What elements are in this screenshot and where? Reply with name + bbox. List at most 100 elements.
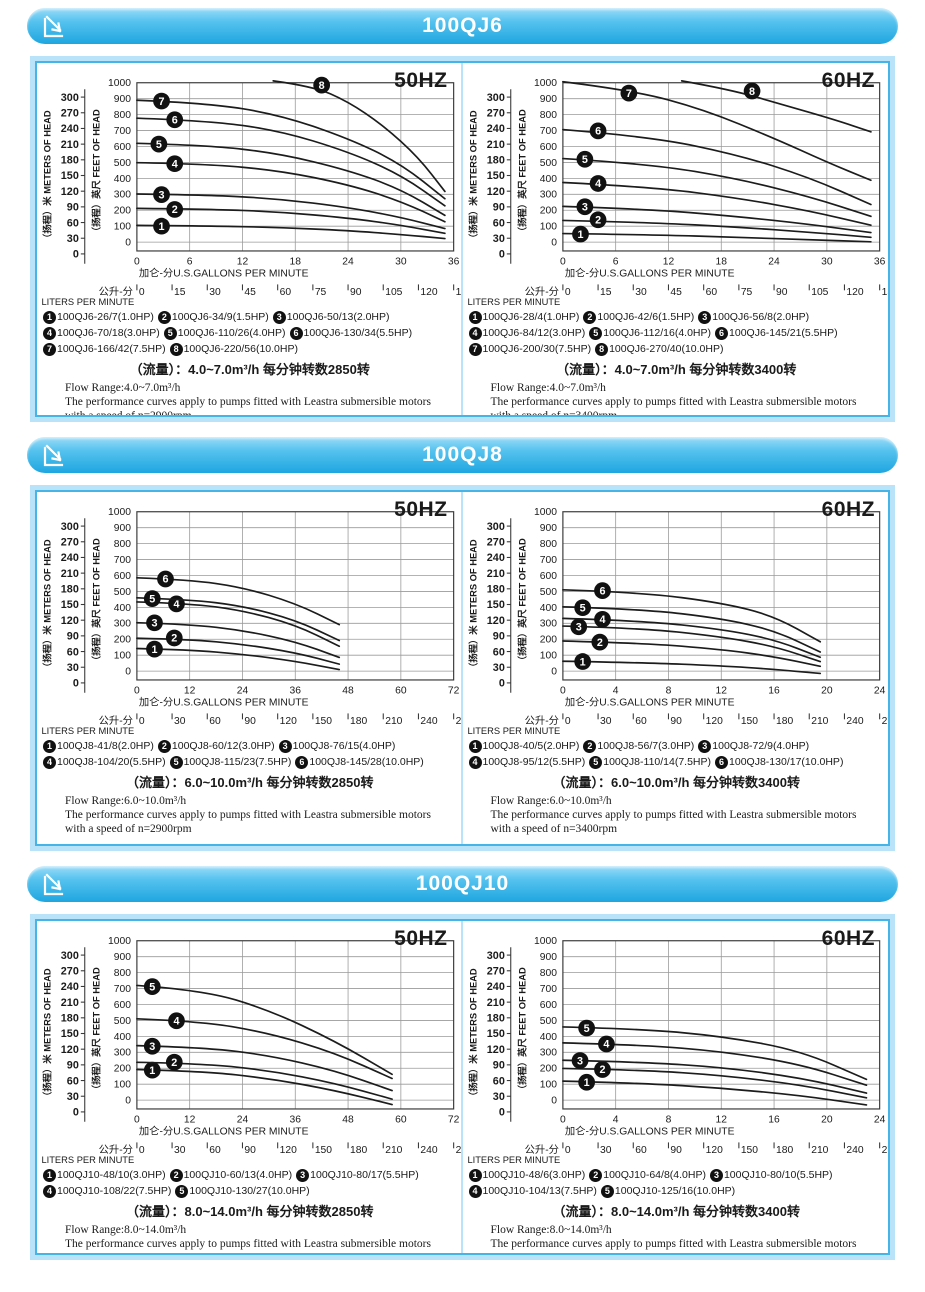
svg-text:4: 4 <box>172 158 178 170</box>
svg-text:210: 210 <box>385 1145 402 1156</box>
svg-text:（扬程）米 METERS OF HEAD: （扬程）米 METERS OF HEAD <box>467 539 478 672</box>
svg-text:1: 1 <box>149 1065 155 1077</box>
svg-text:1: 1 <box>577 229 583 241</box>
svg-text:270: 270 <box>61 966 79 978</box>
svg-text:0: 0 <box>134 1115 140 1126</box>
legend-item: 1 100QJ6-28/4(1.0HP) <box>468 310 579 324</box>
svg-text:（扬程）英尺 FEET OF HEAD: （扬程）英尺 FEET OF HEAD <box>516 109 527 236</box>
svg-text:400: 400 <box>114 603 131 614</box>
legend-item: 5 100QJ8-115/23(7.5HP) <box>169 755 291 769</box>
svg-text:公升-分: 公升-分 <box>99 715 133 727</box>
legend-item: 2 100QJ6-34/9(1.5HP) <box>157 310 269 324</box>
svg-text:30: 30 <box>67 1091 79 1103</box>
panel-100qj10-60hz: 60HZ 0 100 200 300 400 500 600 700 800 900 1000 0 30… <box>463 921 888 1253</box>
frequency-label: 60HZ <box>821 927 875 950</box>
performance-chart-100qj8-60hz: 0 100 200 300 400 500 600 700 800 900 1000 0 30 60 90 1… <box>465 496 888 738</box>
footer-note: Flow Range:8.0~14.0m³/h The performance … <box>491 1223 883 1253</box>
svg-text:0: 0 <box>125 1096 131 1107</box>
svg-text:45: 45 <box>670 287 682 298</box>
svg-text:500: 500 <box>539 158 556 169</box>
legend-item: 7 100QJ6-166/42(7.5HP) <box>43 342 166 356</box>
svg-text:20: 20 <box>821 686 833 697</box>
footer-note: Flow Range:4.0~7.0m³/h The performance c… <box>65 381 455 415</box>
performance-chart-100qj6-60hz: 0 100 200 300 400 500 600 700 800 900 1000 0 30 60 90 1… <box>465 67 888 309</box>
pump-model-label: 100QJ6-110/26(4.0HP) <box>177 327 286 339</box>
svg-text:12: 12 <box>237 257 249 268</box>
svg-text:150: 150 <box>315 716 332 727</box>
svg-text:8: 8 <box>665 1115 671 1126</box>
svg-text:300: 300 <box>539 190 556 201</box>
svg-text:210: 210 <box>61 139 79 151</box>
svg-text:900: 900 <box>539 94 556 105</box>
curve-number-badge: 3 <box>272 310 286 324</box>
svg-text:120: 120 <box>486 186 504 198</box>
svg-text:30: 30 <box>209 287 221 298</box>
svg-text:LITERS PER MINUTE: LITERS PER MINUTE <box>467 297 560 307</box>
svg-text:30: 30 <box>67 233 79 245</box>
svg-text:4: 4 <box>603 1039 609 1051</box>
svg-text:5: 5 <box>579 602 585 614</box>
legend-item: 4 100QJ10-108/22(7.5HP) <box>43 1184 171 1198</box>
svg-text:（扬程）米 METERS OF HEAD: （扬程）米 METERS OF HEAD <box>467 968 478 1101</box>
svg-text:（扬程）米 METERS OF HEAD: （扬程）米 METERS OF HEAD <box>41 968 52 1101</box>
svg-text:800: 800 <box>539 110 556 121</box>
flow-range-line: Flow Range:4.0~7.0m³/h <box>490 382 606 394</box>
svg-text:800: 800 <box>114 539 131 550</box>
curve-number-badge: 1 <box>43 739 56 753</box>
svg-text:180: 180 <box>61 1013 79 1025</box>
svg-text:24: 24 <box>342 257 354 268</box>
curve-number-badge: 6 <box>715 755 729 769</box>
svg-text:240: 240 <box>420 716 437 727</box>
curve-number-badge: 4 <box>468 1184 482 1198</box>
svg-text:30: 30 <box>395 257 407 268</box>
svg-text:400: 400 <box>114 174 131 185</box>
pump-model-label: 100QJ6-130/34(5.5HP) <box>303 327 413 339</box>
svg-text:3: 3 <box>581 201 587 213</box>
svg-text:16: 16 <box>768 1115 780 1126</box>
note-line: with a speed of n=2900rpm <box>65 823 192 836</box>
svg-text:200: 200 <box>539 1064 556 1075</box>
svg-text:240: 240 <box>846 716 863 727</box>
svg-text:200: 200 <box>114 635 131 646</box>
svg-text:120: 120 <box>280 1145 297 1156</box>
pump-model-label: 100QJ8-130/17(10.0HP) <box>729 756 844 768</box>
svg-text:1000: 1000 <box>534 78 557 89</box>
svg-text:0: 0 <box>564 716 570 727</box>
legend-item: 6 100QJ6-130/34(5.5HP) <box>289 326 413 340</box>
curve-number-badge: 1 <box>468 739 482 753</box>
note-line: The performance curves apply to pumps fi… <box>65 1238 431 1251</box>
svg-text:0: 0 <box>73 1107 79 1119</box>
pump-model-label: 100QJ6-70/18(3.0HP) <box>57 327 160 339</box>
frequency-label: 50HZ <box>394 498 448 521</box>
svg-text:200: 200 <box>539 635 556 646</box>
svg-text:0: 0 <box>560 686 566 697</box>
svg-text:24: 24 <box>768 257 780 268</box>
svg-text:90: 90 <box>350 287 362 298</box>
svg-text:72: 72 <box>448 1115 460 1126</box>
svg-text:6: 6 <box>187 257 193 268</box>
pump-legend: 1 100QJ8-41/8(2.0HP) 2 100QJ8-60/12(3.0HP) 3… <box>43 739 459 769</box>
svg-text:60: 60 <box>492 217 504 229</box>
svg-text:180: 180 <box>486 584 504 596</box>
svg-text:8: 8 <box>665 686 671 697</box>
legend-item: 5 100QJ8-110/14(7.5HP) <box>589 755 711 769</box>
svg-text:（扬程）英尺 FEET OF HEAD: （扬程）英尺 FEET OF HEAD <box>91 967 102 1094</box>
pump-model-label: 100QJ10-48/6(3.0HP) <box>482 1169 586 1181</box>
svg-text:LITERS PER MINUTE: LITERS PER MINUTE <box>41 726 134 736</box>
svg-text:0: 0 <box>73 249 79 261</box>
svg-text:600: 600 <box>539 571 556 582</box>
svg-text:300: 300 <box>486 950 504 962</box>
svg-text:7: 7 <box>159 96 165 108</box>
performance-chart-100qj10-50hz: 0 100 200 300 400 500 600 700 800 900 1000 0 30 60 90 1… <box>39 925 460 1167</box>
legend-item: 7 100QJ6-200/30(7.5HP) <box>468 342 591 356</box>
svg-text:加仑-分U.S.GALLONS PER MINUTE: 加仑-分U.S.GALLONS PER MINUTE <box>139 1125 309 1138</box>
legend-item: 5 100QJ6-112/16(4.0HP) <box>589 326 711 340</box>
pump-model-label: 100QJ8-41/8(2.0HP) <box>57 740 154 752</box>
svg-text:加仑-分U.S.GALLONS PER MINUTE: 加仑-分U.S.GALLONS PER MINUTE <box>139 696 309 709</box>
pump-legend: 1 100QJ10-48/6(3.0HP) 2 100QJ10-64/8(4.0HP)… <box>468 1168 887 1198</box>
svg-text:（扬程）米 METERS OF HEAD: （扬程）米 METERS OF HEAD <box>467 110 478 243</box>
legend-item: 6 100QJ8-130/17(10.0HP) <box>715 755 843 769</box>
svg-text:加仑-分U.S.GALLONS PER MINUTE: 加仑-分U.S.GALLONS PER MINUTE <box>564 1125 734 1138</box>
svg-text:0: 0 <box>551 238 557 249</box>
section-panel-100qj8: 50HZ 0 100 200 300 400 500 600 700 800 900 1000 0 30… <box>30 485 895 851</box>
